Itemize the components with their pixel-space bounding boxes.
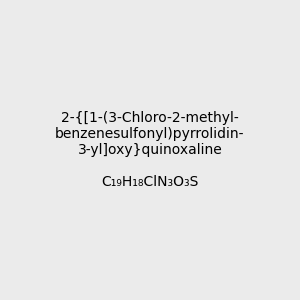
Text: 2-{[1-(3-Chloro-2-methyl-
benzenesulfonyl)pyrrolidin-
3-yl]oxy}quinoxaline

C₁₉H: 2-{[1-(3-Chloro-2-methyl- benzenesulfony… xyxy=(55,111,245,189)
